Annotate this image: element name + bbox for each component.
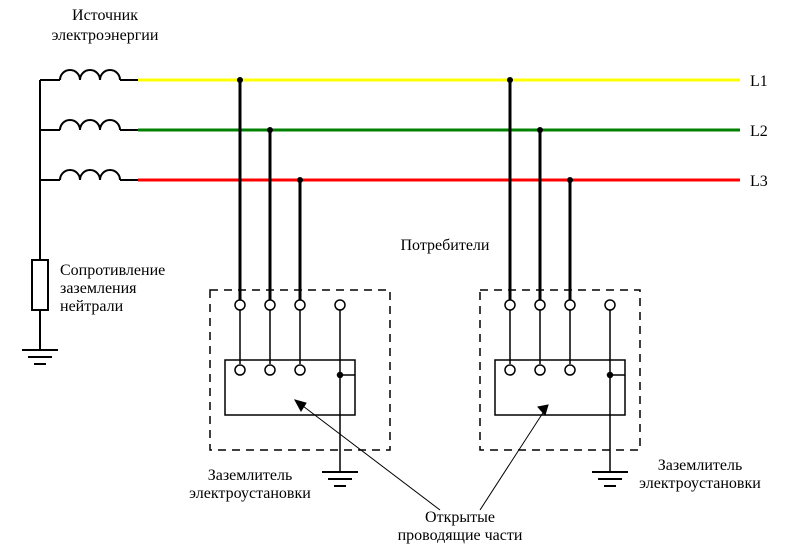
inductor-l2 xyxy=(40,120,138,130)
label-exposed-line2: проводящие части xyxy=(398,527,523,544)
pointer-exposed-parts xyxy=(295,400,548,510)
consumer2-inner-leads xyxy=(510,310,570,364)
label-grounder1-line2: электроустановки xyxy=(189,485,311,502)
consumer1-taps xyxy=(240,80,300,300)
consumer1-case-ground xyxy=(338,373,356,378)
label-resistor-line3: нейтрали xyxy=(60,298,124,315)
label-resistor-line2: заземления xyxy=(60,280,137,297)
label-consumers: Потребители xyxy=(401,237,490,254)
consumer2-enclosure xyxy=(480,290,640,450)
inductor-l3 xyxy=(40,170,138,180)
consumer2-case-ground xyxy=(608,373,626,378)
neutral-resistor xyxy=(32,260,48,310)
consumer1-inner-leads xyxy=(240,310,300,364)
label-source-line1: Источник xyxy=(72,7,138,24)
inductor-l1 xyxy=(40,70,138,80)
consumer2-upper-terminals xyxy=(505,300,575,310)
label-l3: L3 xyxy=(750,173,768,190)
consumer2-ground-terminal xyxy=(605,300,615,310)
label-grounder2-line1: Заземлитель xyxy=(658,457,743,474)
ground-icon-consumer2 xyxy=(592,472,628,486)
ground-icon-consumer1 xyxy=(322,472,358,486)
consumer2-taps xyxy=(510,80,570,300)
label-grounder2-line2: электроустановки xyxy=(639,475,761,492)
grounding-schematic: Источник электроэнергии L1 L2 L3 Сопроти… xyxy=(0,0,800,559)
consumer1-inner-terminals xyxy=(235,365,305,375)
label-l1: L1 xyxy=(750,73,768,90)
label-l2: L2 xyxy=(750,123,768,140)
consumer1-ground-terminal xyxy=(335,300,345,310)
label-resistor-line1: Сопротивление xyxy=(60,262,165,279)
ground-icon-neutral xyxy=(22,350,58,364)
label-grounder1-line1: Заземлитель xyxy=(208,467,293,484)
label-source-line2: электроэнергии xyxy=(52,27,159,44)
consumer1-upper-terminals xyxy=(235,300,305,310)
consumer2-inner-terminals xyxy=(505,365,575,375)
label-exposed-line1: Открытые xyxy=(425,509,495,526)
